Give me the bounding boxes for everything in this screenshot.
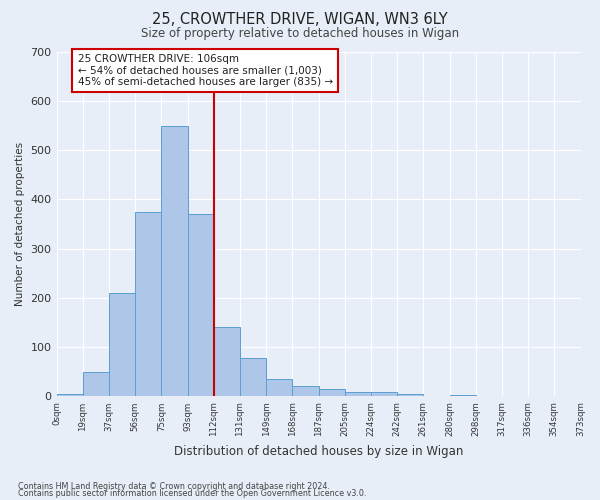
Bar: [135, 212, 161, 396]
Y-axis label: Number of detached properties: Number of detached properties: [15, 142, 25, 306]
Bar: [397, 394, 424, 396]
Bar: [345, 392, 371, 396]
Bar: [214, 328, 240, 396]
Bar: [109, 293, 135, 397]
Text: Contains HM Land Registry data © Crown copyright and database right 2024.: Contains HM Land Registry data © Crown c…: [18, 482, 330, 491]
Bar: [56, 394, 83, 396]
Text: Contains public sector information licensed under the Open Government Licence v3: Contains public sector information licen…: [18, 489, 367, 498]
Bar: [188, 214, 214, 396]
Bar: [240, 358, 266, 397]
Bar: [161, 126, 188, 396]
Text: Size of property relative to detached houses in Wigan: Size of property relative to detached ho…: [141, 28, 459, 40]
Bar: [266, 379, 292, 396]
X-axis label: Distribution of detached houses by size in Wigan: Distribution of detached houses by size …: [174, 444, 463, 458]
Bar: [319, 388, 345, 396]
Text: 25, CROWTHER DRIVE, WIGAN, WN3 6LY: 25, CROWTHER DRIVE, WIGAN, WN3 6LY: [152, 12, 448, 28]
Text: 25 CROWTHER DRIVE: 106sqm
← 54% of detached houses are smaller (1,003)
45% of se: 25 CROWTHER DRIVE: 106sqm ← 54% of detac…: [77, 54, 332, 87]
Bar: [292, 386, 319, 396]
Bar: [83, 372, 109, 396]
Bar: [371, 392, 397, 396]
